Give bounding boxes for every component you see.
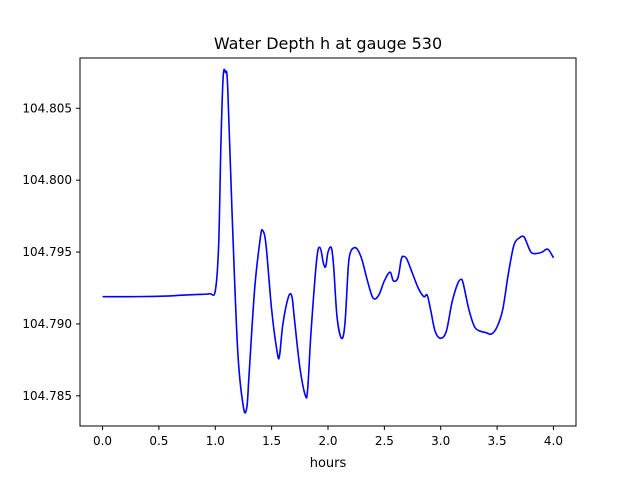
x-tick-label: 3.5 — [488, 434, 507, 448]
y-tick-label: 104.785 — [22, 389, 72, 403]
x-tick-label: 4.0 — [544, 434, 563, 448]
y-axis-ticks: 104.785 104.790 104.795 104.800 104.805 — [22, 101, 80, 403]
x-axis-label: hours — [310, 456, 347, 471]
y-tick-label: 104.790 — [22, 317, 72, 331]
x-tick-label: 2.0 — [318, 434, 337, 448]
y-tick-label: 104.800 — [22, 173, 72, 187]
chart-title: Water Depth h at gauge 530 — [214, 34, 442, 53]
x-tick-label: 1.5 — [262, 434, 281, 448]
x-tick-label: 2.5 — [375, 434, 394, 448]
axes-frame — [79, 57, 577, 427]
y-tick-label: 104.795 — [22, 245, 72, 259]
x-tick-label: 0.0 — [93, 434, 112, 448]
x-tick-label: 3.0 — [431, 434, 450, 448]
x-tick-label: 0.5 — [149, 434, 168, 448]
plot-layer — [102, 68, 555, 414]
x-tick-label: 1.0 — [206, 434, 225, 448]
y-tick-label: 104.805 — [22, 101, 72, 115]
x-axis-ticks: 0.0 0.5 1.0 1.5 2.0 2.5 3.0 3.5 4.0 — [93, 426, 563, 448]
series-line-0 — [102, 68, 555, 414]
